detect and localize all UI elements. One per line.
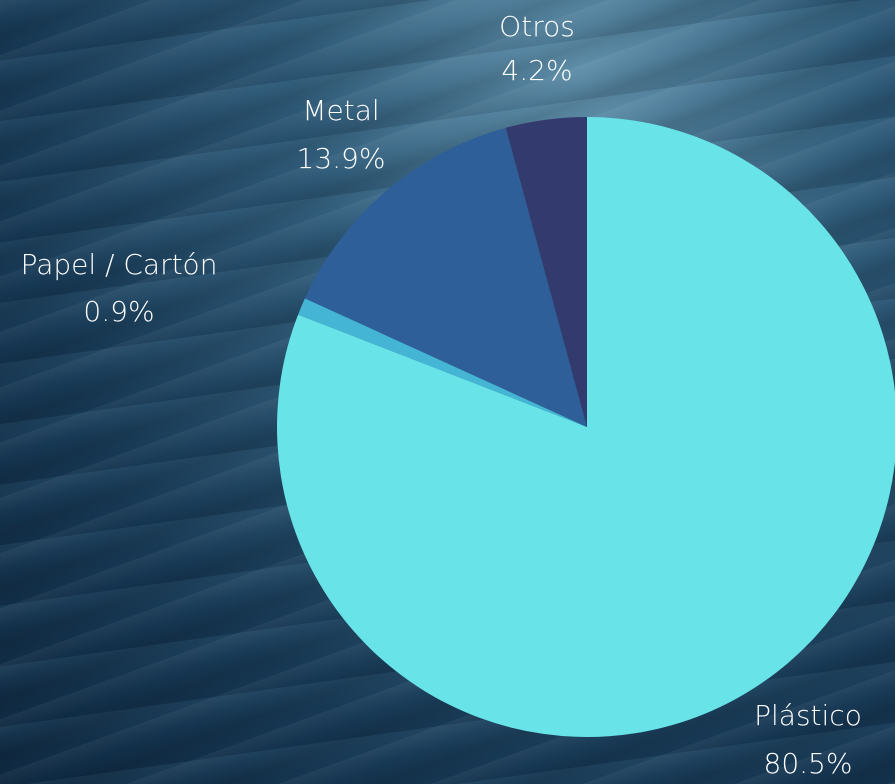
slice-value: 13.9% <box>297 142 386 175</box>
slice-label: Metal <box>302 94 379 127</box>
pie-slice <box>505 117 587 427</box>
slice-value: 80.5% <box>764 747 853 780</box>
pie-slice <box>277 117 895 737</box>
slice-label: Plástico <box>754 699 862 732</box>
pie-slice <box>298 298 587 427</box>
slice-label: Papel / Cartón <box>21 248 218 281</box>
slice-label: Otros <box>499 10 575 43</box>
pie-slice <box>304 127 587 428</box>
slice-value: 0.9% <box>83 295 154 328</box>
slice-value: 4.2% <box>501 54 572 87</box>
